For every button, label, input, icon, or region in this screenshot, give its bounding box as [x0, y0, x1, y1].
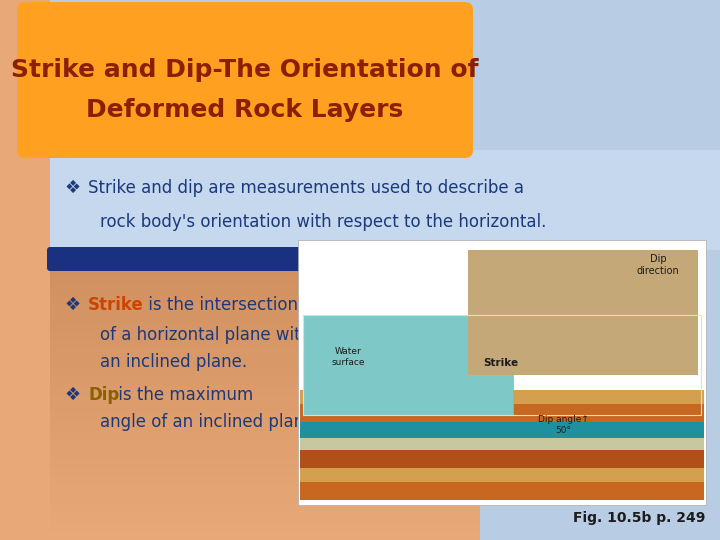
Bar — [50, 512, 480, 522]
Bar — [50, 150, 720, 250]
Text: rock body's orientation with respect to the horizontal.: rock body's orientation with respect to … — [100, 213, 546, 231]
Bar — [50, 521, 480, 531]
Bar — [50, 503, 480, 513]
Bar — [300, 438, 704, 450]
Bar — [50, 321, 480, 332]
Bar — [50, 403, 480, 413]
Bar — [50, 385, 480, 395]
Bar — [50, 484, 480, 495]
Bar — [50, 285, 480, 295]
Bar — [50, 412, 480, 422]
Text: Dip: Dip — [88, 386, 120, 404]
FancyBboxPatch shape — [17, 2, 473, 158]
Text: is the maximum: is the maximum — [113, 386, 253, 404]
Bar — [50, 276, 480, 286]
Bar — [50, 330, 480, 341]
Bar — [303, 315, 513, 415]
Bar — [300, 450, 704, 468]
Bar — [300, 482, 704, 500]
Text: Strike: Strike — [483, 358, 518, 368]
Bar — [300, 468, 704, 482]
Text: of a horizontal plane with: of a horizontal plane with — [100, 326, 311, 344]
Bar — [50, 457, 480, 468]
Bar — [50, 367, 480, 377]
Bar — [50, 312, 480, 322]
Text: ❖: ❖ — [65, 386, 81, 404]
Bar — [50, 430, 480, 440]
Bar — [50, 476, 480, 485]
Bar — [50, 530, 480, 540]
Text: an inclined plane.: an inclined plane. — [100, 353, 247, 371]
Bar — [50, 340, 480, 349]
Bar — [50, 349, 480, 359]
Bar — [50, 394, 480, 404]
Text: Deformed Rock Layers: Deformed Rock Layers — [86, 98, 404, 122]
Text: angle of an inclined plane.: angle of an inclined plane. — [100, 413, 320, 431]
Text: ❖: ❖ — [65, 296, 81, 314]
Bar — [50, 421, 480, 431]
Bar — [298, 240, 706, 505]
Bar — [300, 390, 704, 404]
FancyBboxPatch shape — [47, 247, 503, 271]
Bar — [50, 467, 480, 476]
Text: Fig. 10.5b p. 249: Fig. 10.5b p. 249 — [572, 511, 705, 525]
Bar — [50, 376, 480, 386]
Text: ❖: ❖ — [65, 179, 81, 197]
FancyBboxPatch shape — [468, 250, 698, 375]
Bar — [50, 448, 480, 458]
Bar — [50, 267, 480, 277]
Bar — [50, 294, 480, 304]
Text: is the intersection: is the intersection — [143, 296, 298, 314]
Bar — [50, 303, 480, 313]
Bar — [50, 357, 480, 368]
Bar — [300, 404, 704, 422]
Text: Water
surface: Water surface — [331, 347, 365, 367]
Text: Strike: Strike — [88, 296, 144, 314]
Text: Dip angle↑
50°: Dip angle↑ 50° — [538, 415, 588, 435]
Bar — [50, 494, 480, 504]
Bar — [303, 315, 701, 415]
Bar — [300, 422, 704, 438]
Text: Strike and Dip-The Orientation of: Strike and Dip-The Orientation of — [12, 58, 479, 82]
Text: Strike and dip are measurements used to describe a: Strike and dip are measurements used to … — [88, 179, 524, 197]
Bar — [0, 0, 50, 540]
Text: Dip
direction: Dip direction — [636, 254, 680, 276]
Bar — [50, 439, 480, 449]
